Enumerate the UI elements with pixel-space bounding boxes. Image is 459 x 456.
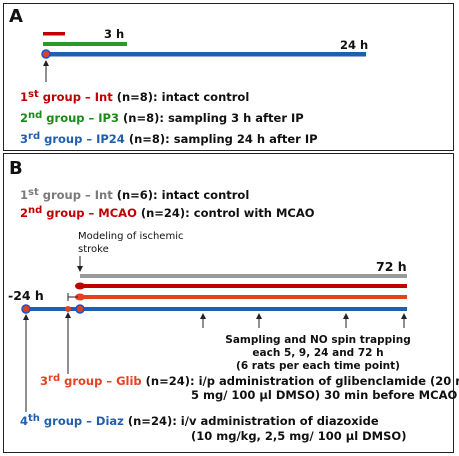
panel-b (3, 153, 454, 453)
a-group-3: 3rd group – IP24 (n=8): sampling 24 h af… (20, 131, 318, 146)
mcao-bar (80, 284, 407, 288)
panel-a-label: A (9, 6, 23, 27)
ip24-bar (43, 52, 366, 57)
ip24-bar-label: 24 h (340, 38, 368, 52)
ip3-bar-label: 3 h (104, 27, 124, 41)
panel-a (3, 3, 454, 151)
ip3-bar (43, 42, 127, 46)
sampling-line-2: each 5, 9, 24 and 72 h (252, 347, 383, 359)
glib-bar (80, 295, 407, 299)
ip-marker (41, 49, 51, 59)
modeling-label-1: Modeling of ischemic (78, 231, 183, 242)
diaz-bar (24, 307, 407, 311)
label-minus24h: -24 h (8, 288, 44, 303)
int-bar (43, 32, 65, 36)
b-group-2: 2nd group – MCAO (n=24): control with MC… (20, 205, 315, 220)
a-group-2: 2nd group – IP3 (n=8): sampling 3 h afte… (20, 110, 304, 125)
modeling-label-2: stroke (78, 244, 109, 255)
b-group-4-line2: (10 mg/kg, 2,5 mg/ 100 µl DMSO) (191, 429, 406, 443)
b-group-3-line1: 3rd group – Glib (n=24): i/p administrat… (40, 373, 459, 388)
mcao-marker (75, 282, 85, 290)
modeling-arrow-head (77, 266, 83, 272)
b-group-1: 1st group – Int (n=6): intact control (20, 187, 249, 202)
ip-arrow-head (43, 60, 49, 66)
glib-marker-end (75, 293, 85, 301)
b-group-3-line2: 5 mg/ 100 µl DMSO) 30 min before MCAO (191, 388, 457, 402)
diaz-arrow-head (23, 314, 29, 320)
glib-arrow-head (65, 312, 71, 318)
diaz-marker-start (21, 304, 31, 314)
int-bar-b (80, 274, 407, 278)
label-72h: 72 h (376, 259, 407, 274)
panel-b-label: B (9, 158, 23, 179)
b-group-4-line1: 4th group – Diaz (n=24): i/v administrat… (20, 413, 379, 428)
glib-marker (65, 306, 71, 312)
sampling-arrows (200, 313, 407, 328)
sampling-line-3: (6 rats per each time point) (236, 360, 400, 372)
a-group-1: 1st group – Int (n=8): intact control (20, 89, 249, 104)
sampling-line-1: Sampling and NO spin trapping (225, 334, 410, 346)
diaz-marker-end (75, 304, 85, 314)
